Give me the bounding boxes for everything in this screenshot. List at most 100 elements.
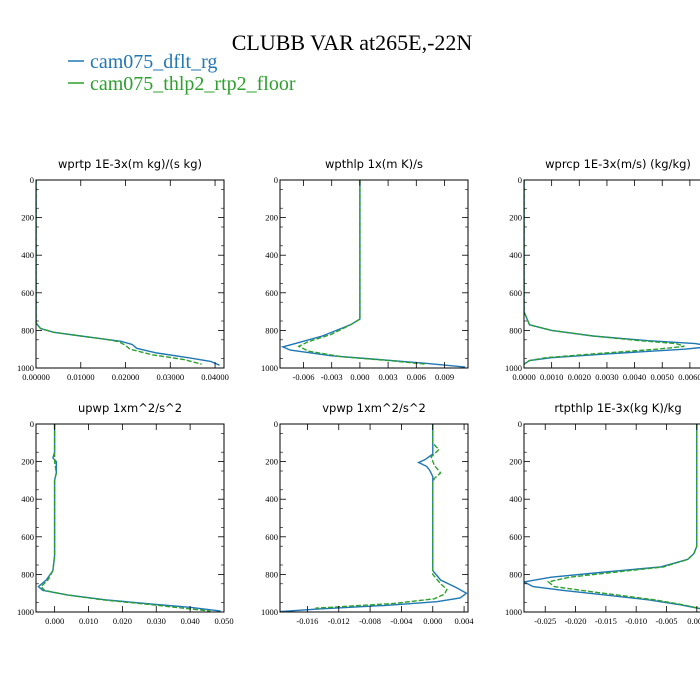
y-tick-label: 0 [274,175,278,185]
series-line-thlp2-rtp2-floor [40,424,211,612]
y-tick-label: 600 [509,532,522,542]
x-tick-label: 0.040 [181,616,200,626]
subplot-title: vpwp 1xm^2/s^2 [322,401,426,415]
x-tick-label: -0.015 [595,616,617,626]
y-tick-label: 800 [509,569,522,579]
x-tick-label: 0.03000 [156,372,184,382]
subplot-4: vpwp 1xm^2/s^2 0 200 400 600 800 1000 -0.016 -0.… [261,401,474,626]
x-tick-label: 0.0000 [512,372,535,382]
x-tick-label: 0.0020 [568,372,591,382]
y-tick-label: 600 [265,288,278,298]
y-tick-label: 600 [509,288,522,298]
x-tick-label: 0.0050 [651,372,674,382]
y-tick-label: 600 [21,288,34,298]
x-tick-label: -0.025 [534,616,556,626]
y-tick-label: 1000 [505,607,522,617]
y-tick-label: 200 [265,213,278,223]
y-tick-label: 800 [509,325,522,335]
plot-frame [523,423,700,613]
subplot-title: upwp 1xm^2/s^2 [78,401,182,415]
plot-frame [35,179,225,369]
legend: cam075_dflt_rg cam075_thlp2_rtp2_floor [68,51,296,95]
y-tick-label: 600 [265,532,278,542]
x-tick-label: -0.020 [565,616,587,626]
x-tick-label: 0.004 [455,616,475,626]
subplot-5: rtpthlp 1E-3x(kg K)/kg 0 200 400 600 800 1000 -… [505,401,700,626]
y-tick-label: 200 [265,457,278,467]
y-tick-label: 1000 [261,607,278,617]
x-tick-label: 0.000 [423,616,442,626]
x-tick-label: 0.006 [407,372,426,382]
y-tick-label: 400 [21,250,34,260]
series-line-thlp2-rtp2-floor [36,180,202,365]
series-line-dflt-rg [37,424,221,612]
x-tick-label: -0.003 [321,372,343,382]
y-tick-label: 1000 [17,607,34,617]
y-tick-label: 400 [509,250,522,260]
series-line-dflt-rg [36,180,220,366]
series-line-thlp2-rtp2-floor [315,424,448,609]
y-tick-label: 800 [21,569,34,579]
y-tick-label: 200 [21,457,34,467]
x-tick-label: 0.003 [379,372,398,382]
x-tick-label: -0.004 [390,616,413,626]
x-tick-label: 0.01000 [67,372,95,382]
plot-frame [279,179,469,369]
x-tick-label: 0.020 [113,616,132,626]
x-tick-label: 0.000 [687,616,700,626]
y-tick-label: 400 [265,494,278,504]
x-tick-label: 0.04000 [201,372,229,382]
y-tick-label: 800 [265,569,278,579]
series-line-thlp2-rtp2-floor [546,424,700,610]
x-tick-label: -0.008 [359,616,381,626]
x-tick-label: 0.00000 [22,372,50,382]
x-tick-label: 0.0030 [595,372,618,382]
x-tick-label: -0.005 [656,616,678,626]
plot-frame [279,423,469,613]
series-line-dflt-rg [280,424,468,612]
subplot-0: wprtp 1E-3x(m kg)/(s kg) 0 200 400 600 800 100… [17,157,229,382]
subplot-title: wpthlp 1x(m K)/s [325,157,423,171]
subplot-title: wprtp 1E-3x(m kg)/(s kg) [58,157,202,171]
x-tick-label: 0.010 [79,616,98,626]
y-tick-label: 400 [509,494,522,504]
series-line-thlp2-rtp2-floor [524,180,685,365]
subplot-3: upwp 1xm^2/s^2 0 200 400 600 800 1000 0.000 0.01… [17,401,234,626]
x-tick-label: 0.02000 [112,372,140,382]
subplot-title: rtpthlp 1E-3x(kg K)/kg [554,401,681,415]
y-tick-label: 800 [21,325,34,335]
x-tick-label: 0.0060 [678,372,700,382]
y-tick-label: 600 [21,532,34,542]
x-tick-label: -0.012 [328,616,350,626]
series-line-thlp2-rtp2-floor [297,180,426,365]
x-tick-label: 0.0040 [623,372,646,382]
x-tick-label: 0.0010 [540,372,563,382]
subplot-2: wprcp 1E-3x(m/s) (kg/kg) 0 200 400 600 800 100… [505,157,700,382]
y-tick-label: 400 [265,250,278,260]
x-tick-label: 0.050 [214,616,233,626]
y-tick-label: 1000 [505,363,522,373]
y-tick-label: 0 [518,419,522,429]
x-tick-label: 0.000 [350,372,369,382]
y-tick-label: 0 [518,175,522,185]
y-tick-label: 200 [509,457,522,467]
y-tick-label: 1000 [261,363,278,373]
y-tick-label: 200 [21,213,34,223]
subplot-title: wprcp 1E-3x(m/s) (kg/kg) [545,157,691,171]
legend-label-1: cam075_thlp2_rtp2_floor [90,73,296,95]
y-tick-label: 1000 [17,363,34,373]
figure-title: CLUBB VAR at265E,-22N [232,30,473,55]
y-tick-label: 800 [265,325,278,335]
y-tick-label: 200 [509,213,522,223]
y-tick-label: 0 [274,419,278,429]
y-tick-label: 0 [30,419,34,429]
x-tick-label: 0.000 [45,616,64,626]
x-tick-label: 0.030 [147,616,166,626]
subplot-1: wpthlp 1x(m K)/s 0 200 400 600 800 1000 -0.006-… [261,157,469,382]
plot-frame [523,179,700,369]
x-tick-label: -0.006 [293,372,315,382]
x-tick-label: -0.016 [296,616,318,626]
series-line-dflt-rg [524,180,700,365]
series-line-dflt-rg [280,180,466,368]
